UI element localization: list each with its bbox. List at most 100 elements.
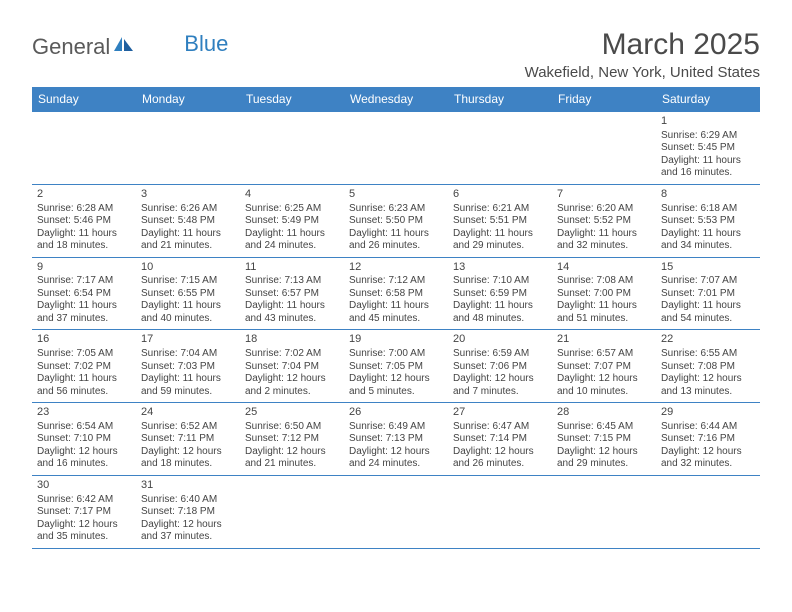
calendar-cell: 11Sunrise: 7:13 AMSunset: 6:57 PMDayligh… [240,257,344,330]
daylight-text: Daylight: 11 hours and 18 minutes. [37,228,131,253]
sunset-text: Sunset: 7:12 PM [245,433,339,446]
sunrise-text: Sunrise: 7:08 AM [557,275,651,288]
day-number: 2 [37,188,131,202]
day-number: 5 [349,188,443,202]
calendar-cell: 1Sunrise: 6:29 AMSunset: 5:45 PMDaylight… [656,112,760,185]
page-header: General Blue March 2025 Wakefield, New Y… [32,28,760,81]
sunrise-text: Sunrise: 7:02 AM [245,348,339,361]
sunrise-text: Sunrise: 6:26 AM [141,203,235,216]
day-number: 26 [349,406,443,420]
day-number: 29 [661,406,755,420]
day-number: 23 [37,406,131,420]
sunrise-text: Sunrise: 7:17 AM [37,275,131,288]
daylight-text: Daylight: 12 hours and 32 minutes. [661,446,755,471]
daylight-text: Daylight: 12 hours and 26 minutes. [453,446,547,471]
calendar-cell: 16Sunrise: 7:05 AMSunset: 7:02 PMDayligh… [32,330,136,403]
sunrise-text: Sunrise: 6:47 AM [453,421,547,434]
location-text: Wakefield, New York, United States [525,64,760,81]
sunset-text: Sunset: 7:15 PM [557,433,651,446]
calendar-body: 1Sunrise: 6:29 AMSunset: 5:45 PMDaylight… [32,112,760,549]
sunrise-text: Sunrise: 6:45 AM [557,421,651,434]
calendar-cell-empty [448,475,552,548]
sunset-text: Sunset: 5:53 PM [661,215,755,228]
calendar-row: 16Sunrise: 7:05 AMSunset: 7:02 PMDayligh… [32,330,760,403]
sunset-text: Sunset: 7:18 PM [141,506,235,519]
calendar-cell-empty [552,475,656,548]
daylight-text: Daylight: 12 hours and 35 minutes. [37,519,131,544]
calendar-cell: 25Sunrise: 6:50 AMSunset: 7:12 PMDayligh… [240,403,344,476]
day-number: 11 [245,261,339,275]
calendar-cell: 28Sunrise: 6:45 AMSunset: 7:15 PMDayligh… [552,403,656,476]
sunrise-text: Sunrise: 7:13 AM [245,275,339,288]
day-number: 31 [141,479,235,493]
logo-text-blue: Blue [184,31,228,57]
daylight-text: Daylight: 11 hours and 59 minutes. [141,373,235,398]
sunset-text: Sunset: 6:55 PM [141,288,235,301]
daylight-text: Daylight: 11 hours and 54 minutes. [661,300,755,325]
sunset-text: Sunset: 6:54 PM [37,288,131,301]
daylight-text: Daylight: 11 hours and 56 minutes. [37,373,131,398]
sunset-text: Sunset: 7:02 PM [37,361,131,374]
month-title: March 2025 [525,28,760,62]
sunset-text: Sunset: 7:10 PM [37,433,131,446]
weekday-header: Saturday [656,87,760,112]
calendar-cell: 7Sunrise: 6:20 AMSunset: 5:52 PMDaylight… [552,184,656,257]
day-number: 15 [661,261,755,275]
sunset-text: Sunset: 7:06 PM [453,361,547,374]
calendar-row: 9Sunrise: 7:17 AMSunset: 6:54 PM Daylight… [32,257,760,330]
calendar-cell: 20Sunrise: 6:59 AMSunset: 7:06 PMDayligh… [448,330,552,403]
day-number: 4 [245,188,339,202]
sunset-text: Sunset: 5:50 PM [349,215,443,228]
daylight-text: Daylight: 12 hours and 37 minutes. [141,519,235,544]
day-number: 16 [37,333,131,347]
sunrise-text: Sunrise: 6:18 AM [661,203,755,216]
daylight-text: Daylight: 11 hours and 51 minutes. [557,300,651,325]
day-number: 3 [141,188,235,202]
calendar-cell-empty [240,475,344,548]
logo: General Blue [32,34,228,60]
calendar-cell: 18Sunrise: 7:02 AMSunset: 7:04 PMDayligh… [240,330,344,403]
calendar-cell: 17Sunrise: 7:04 AMSunset: 7:03 PMDayligh… [136,330,240,403]
sunrise-text: Sunrise: 6:21 AM [453,203,547,216]
calendar-cell: 2Sunrise: 6:28 AMSunset: 5:46 PMDaylight… [32,184,136,257]
calendar-row: 1Sunrise: 6:29 AMSunset: 5:45 PMDaylight… [32,112,760,185]
sunrise-text: Sunrise: 7:12 AM [349,275,443,288]
daylight-text: Daylight: 12 hours and 13 minutes. [661,373,755,398]
logo-sail-icon [113,34,135,60]
sunrise-text: Sunrise: 6:52 AM [141,421,235,434]
weekday-header: Friday [552,87,656,112]
calendar-row: 23Sunrise: 6:54 AMSunset: 7:10 PMDayligh… [32,403,760,476]
daylight-text: Daylight: 12 hours and 2 minutes. [245,373,339,398]
day-number: 30 [37,479,131,493]
sunset-text: Sunset: 7:11 PM [141,433,235,446]
sunset-text: Sunset: 7:08 PM [661,361,755,374]
calendar-cell: 9Sunrise: 7:17 AMSunset: 6:54 PMDaylight… [32,257,136,330]
sunset-text: Sunset: 5:49 PM [245,215,339,228]
sunset-text: Sunset: 7:03 PM [141,361,235,374]
calendar-cell: 22Sunrise: 6:55 AMSunset: 7:08 PMDayligh… [656,330,760,403]
weekday-header: Tuesday [240,87,344,112]
sunrise-text: Sunrise: 6:29 AM [661,130,755,143]
day-number: 20 [453,333,547,347]
calendar-cell-empty [552,112,656,185]
sunset-text: Sunset: 6:59 PM [453,288,547,301]
day-number: 10 [141,261,235,275]
sunset-text: Sunset: 7:01 PM [661,288,755,301]
sunrise-text: Sunrise: 6:40 AM [141,494,235,507]
calendar-table: SundayMondayTuesdayWednesdayThursdayFrid… [32,87,760,549]
daylight-text: Daylight: 11 hours and 29 minutes. [453,228,547,253]
day-number: 9 [37,261,131,275]
calendar-cell: 10Sunrise: 7:15 AMSunset: 6:55 PMDayligh… [136,257,240,330]
daylight-text: Daylight: 11 hours and 26 minutes. [349,228,443,253]
sunrise-text: Sunrise: 6:55 AM [661,348,755,361]
day-number: 19 [349,333,443,347]
calendar-cell-empty [136,112,240,185]
calendar-cell: 31Sunrise: 6:40 AMSunset: 7:18 PMDayligh… [136,475,240,548]
daylight-text: Daylight: 11 hours and 34 minutes. [661,228,755,253]
calendar-row: 2Sunrise: 6:28 AMSunset: 5:46 PMDaylight… [32,184,760,257]
day-number: 6 [453,188,547,202]
daylight-text: Daylight: 12 hours and 7 minutes. [453,373,547,398]
calendar-header-row: SundayMondayTuesdayWednesdayThursdayFrid… [32,87,760,112]
day-number: 21 [557,333,651,347]
sunset-text: Sunset: 6:57 PM [245,288,339,301]
